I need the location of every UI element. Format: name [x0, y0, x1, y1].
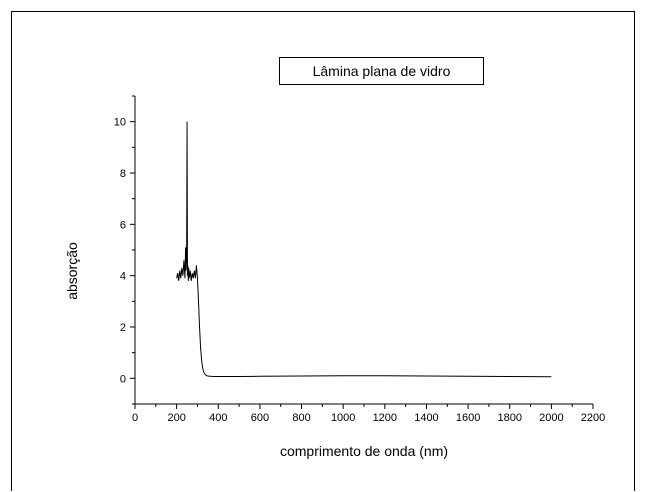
x-tick-label: 1400 — [414, 412, 438, 424]
x-tick-label: 2000 — [539, 412, 563, 424]
chart-frame — [11, 11, 635, 491]
axes — [134, 96, 593, 405]
y-tick-label: 8 — [120, 168, 126, 180]
y-tick-label: 0 — [120, 373, 126, 385]
chart-title: Lâmina plana de vidro — [279, 57, 484, 85]
x-tick-label: 0 — [132, 412, 138, 424]
series-line — [176, 121, 552, 378]
y-tick-label: 4 — [120, 271, 126, 283]
x-tick-label: 1000 — [331, 412, 355, 424]
x-tick-label: 800 — [292, 412, 310, 424]
y-axis-label: absorção — [64, 242, 80, 300]
y-tick-label: 6 — [120, 219, 126, 231]
x-tick-label: 600 — [251, 412, 269, 424]
x-tick-label: 1800 — [497, 412, 521, 424]
y-tick-label: 10 — [114, 117, 126, 129]
x-tick-label: 200 — [167, 412, 185, 424]
tick-marks — [130, 95, 594, 409]
x-tick-label: 400 — [209, 412, 227, 424]
x-tick-label: 1600 — [456, 412, 480, 424]
tick-labels: 0 200 400 600 800 1000 1200 1400 1600 1800 2000 220… — [114, 117, 605, 424]
y-tick-label: 2 — [120, 322, 126, 334]
x-axis-label: comprimento de onda (nm) — [279, 443, 449, 459]
x-tick-label: 2200 — [581, 412, 605, 424]
x-tick-label: 1200 — [373, 412, 397, 424]
